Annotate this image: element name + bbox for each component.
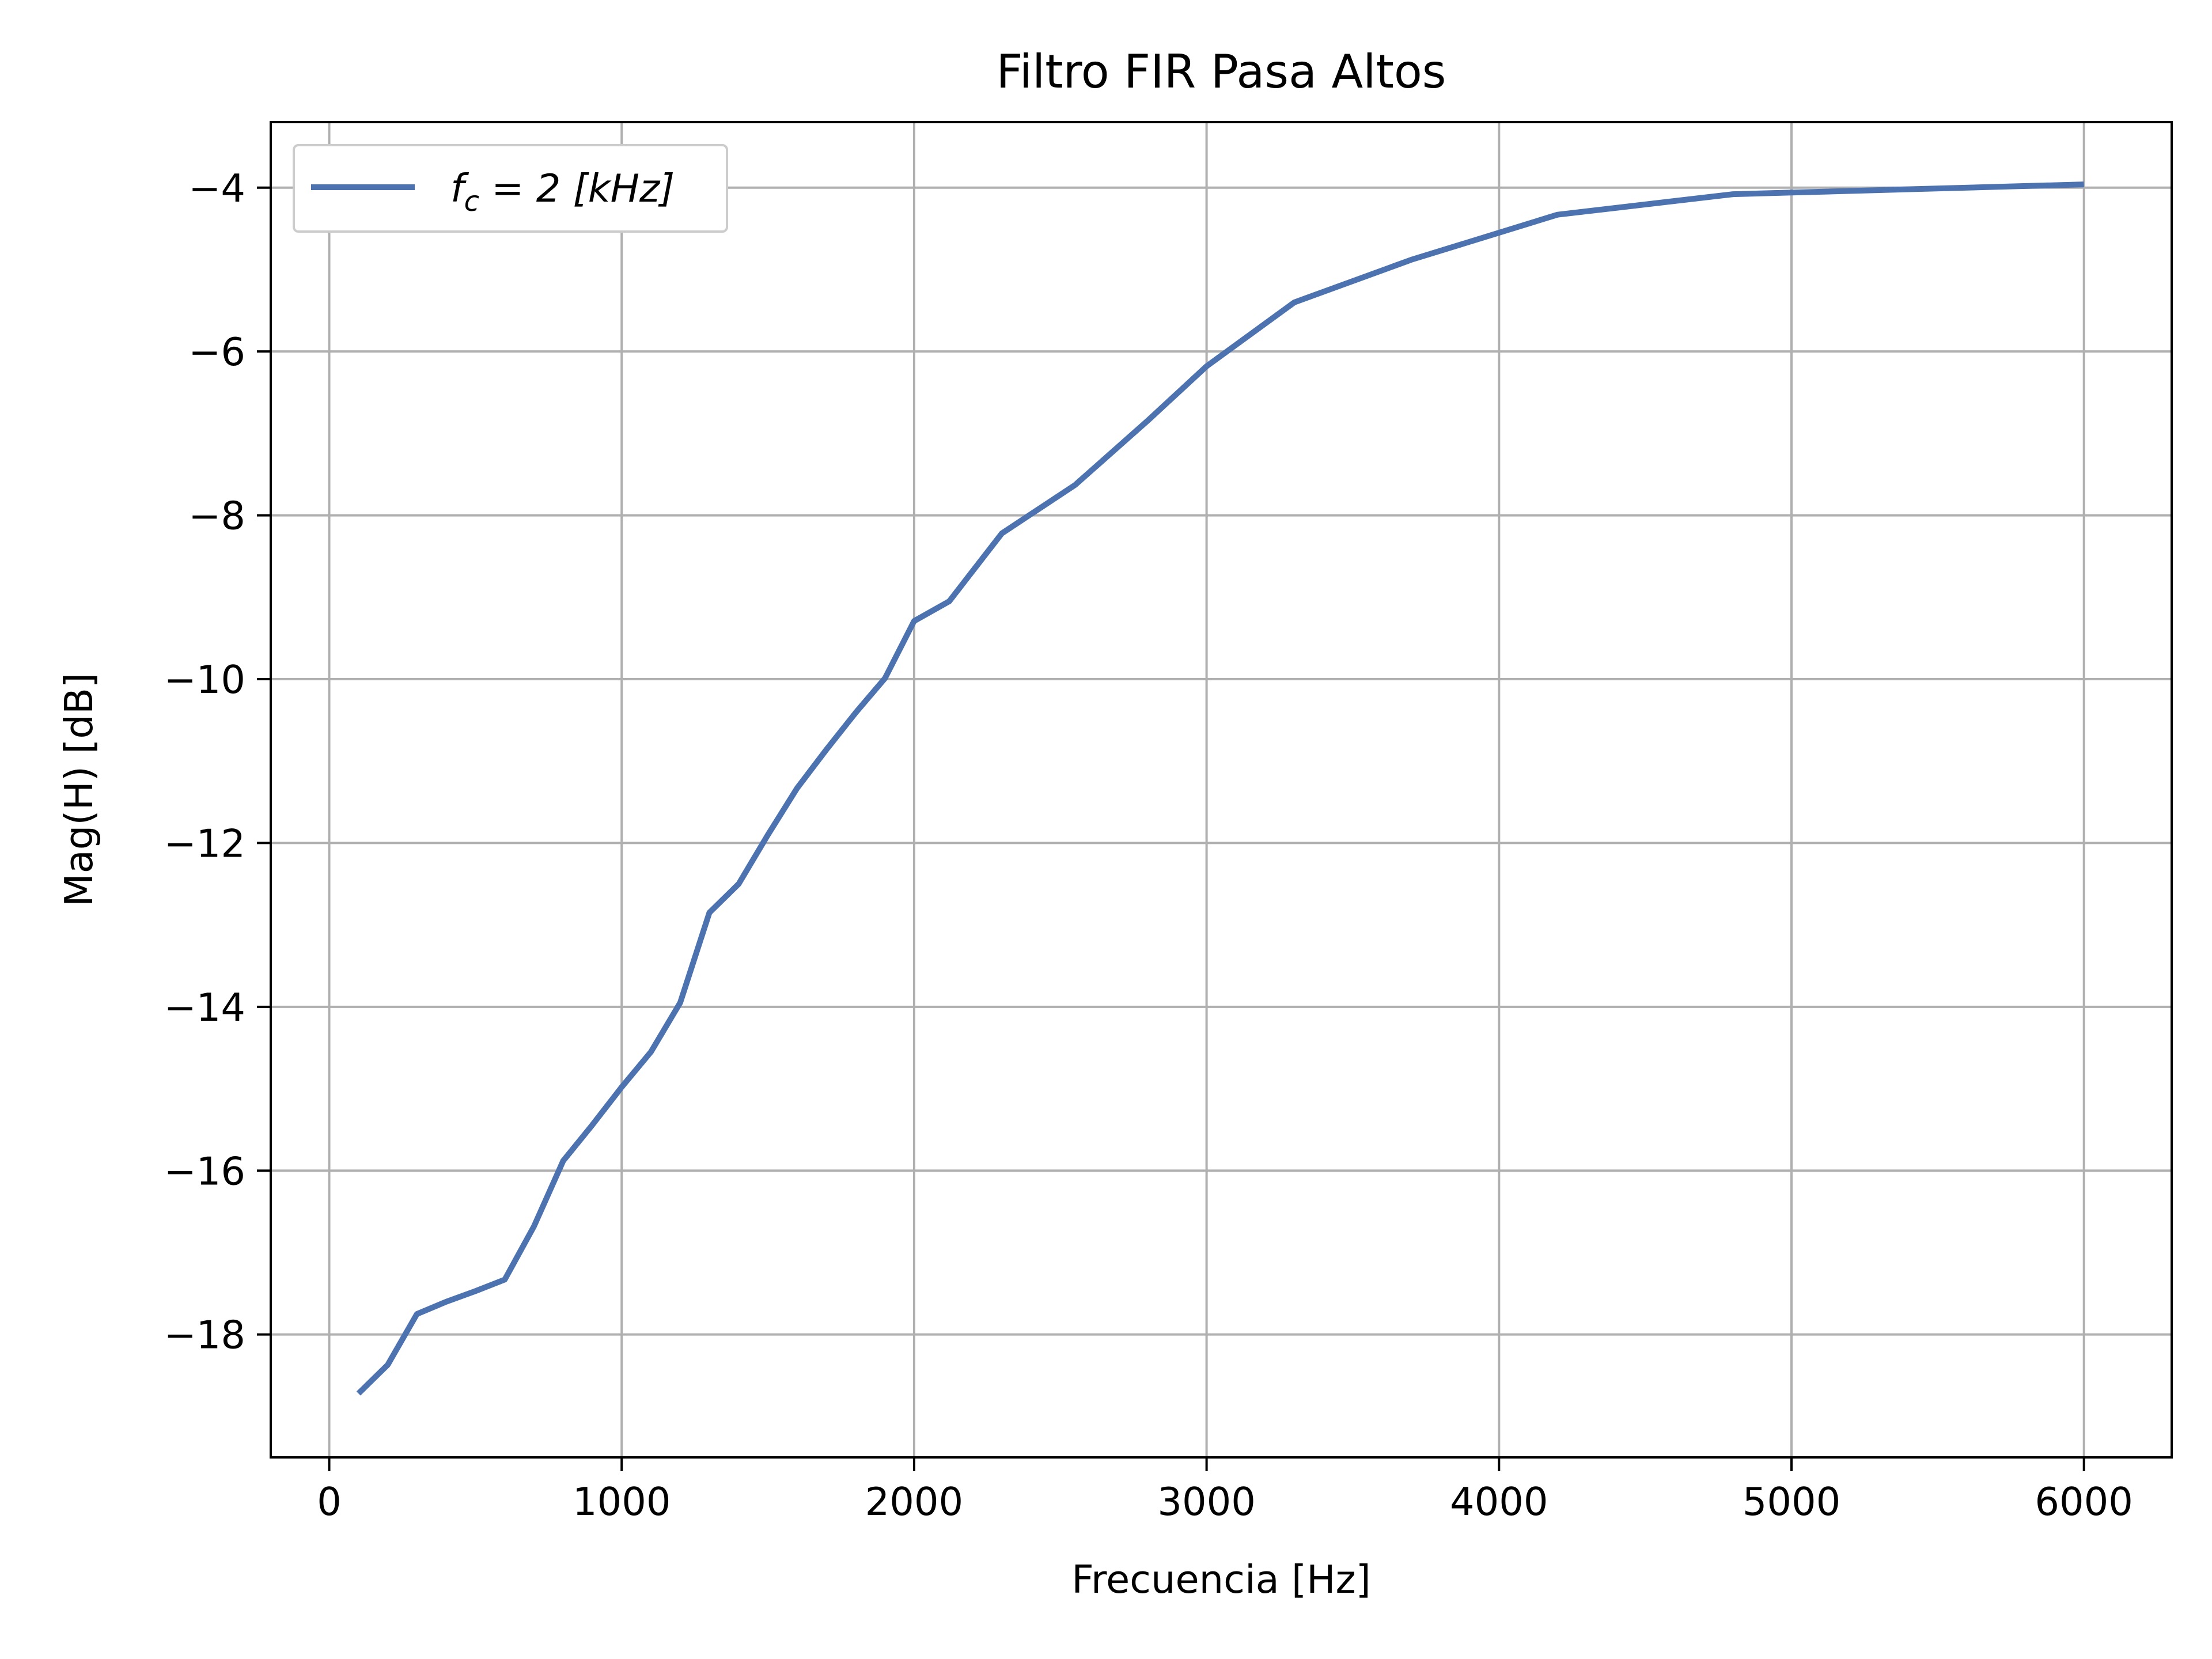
x-tick-label: 6000	[2035, 1479, 2133, 1524]
chart-title: Filtro FIR Pasa Altos	[997, 45, 1446, 99]
y-axis-ticks: −4 −6 −8 −10 −12 −14 −16 −18	[164, 166, 271, 1358]
y-tick-label: −4	[188, 166, 245, 211]
series-layer	[356, 181, 2084, 1396]
x-tick-label: 5000	[1743, 1479, 1841, 1524]
x-axis-title: Frecuencia [Hz]	[1071, 1557, 1371, 1602]
legend-label-subscript: c	[464, 185, 479, 218]
x-tick-label: 1000	[573, 1479, 671, 1524]
x-tick-label: 4000	[1450, 1479, 1548, 1524]
grid	[271, 122, 2172, 1457]
y-tick-label: −10	[164, 657, 245, 702]
legend-box	[293, 144, 728, 233]
y-tick-label: −16	[164, 1149, 245, 1194]
y-tick-label: −14	[164, 985, 245, 1030]
x-tick-label: 3000	[1157, 1479, 1256, 1524]
y-tick-label: −6	[188, 329, 245, 374]
series-line	[356, 181, 2084, 1396]
legend-label: fc = 2 [kHz]	[450, 166, 675, 218]
x-tick-label: 0	[317, 1479, 342, 1524]
y-axis-title: Mag(H) [dB]	[56, 673, 101, 907]
x-axis-ticks: 0 1000 2000 3000 4000 5000 6000	[317, 1457, 2133, 1524]
plot-frame	[270, 121, 2173, 1459]
legend-label-rest: = 2 [kHz]	[479, 166, 675, 211]
y-tick-label: −8	[188, 494, 245, 539]
x-tick-label: 2000	[865, 1479, 964, 1524]
legend: fc = 2 [kHz]	[293, 144, 728, 233]
y-tick-label: −12	[164, 821, 245, 866]
y-tick-label: −18	[164, 1313, 245, 1358]
